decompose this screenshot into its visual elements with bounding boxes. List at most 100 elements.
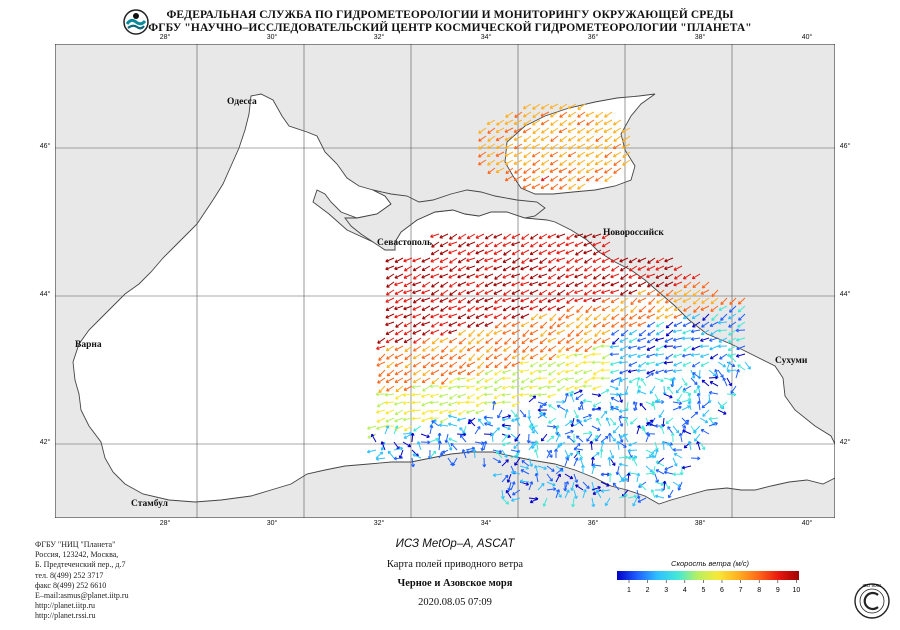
wind-vector [512, 369, 521, 376]
wind-vector [673, 305, 683, 311]
wind-vector [394, 313, 404, 319]
wind-vector [700, 329, 710, 336]
product-label: Карта полей приводного ветра [386, 559, 524, 570]
wind-vector [448, 409, 458, 414]
wind-vector [483, 385, 494, 390]
wind-vector [579, 400, 584, 411]
wind-vector [494, 273, 503, 280]
wind-vector [546, 424, 557, 429]
wind-vector [429, 450, 437, 459]
wind-vector [592, 321, 602, 328]
wind-vector [476, 353, 485, 361]
wind-vector [683, 289, 692, 297]
wind-vector [467, 305, 476, 312]
wind-vector [637, 345, 647, 350]
wind-vector [475, 249, 485, 255]
legend-tick-label: 5 [701, 587, 705, 594]
wind-vector [651, 400, 656, 411]
wind-vector [510, 481, 516, 491]
wind-vector [603, 119, 613, 125]
wind-vector [577, 103, 586, 110]
wind-vector [628, 289, 638, 295]
wind-vector [717, 344, 728, 349]
wind-vector [555, 442, 563, 451]
wind-vector [457, 249, 467, 255]
wind-vector [592, 297, 602, 303]
wind-vector [628, 257, 638, 264]
city-label-sukhumi: Сухуми [775, 356, 808, 366]
wind-vector [547, 361, 557, 367]
email: E–mail:asmus@planet.iitp.ru [35, 591, 129, 601]
wind-vector [583, 353, 593, 359]
wind-vector [466, 233, 476, 240]
wind-vector [493, 313, 503, 319]
wind-vector [468, 419, 476, 427]
wind-vector [610, 297, 620, 304]
wind-vector [466, 273, 476, 279]
wind-vector [522, 329, 530, 338]
wind-vector [558, 175, 568, 182]
wind-vector [555, 399, 566, 404]
wind-vector [610, 289, 620, 295]
wind-vector [609, 417, 617, 426]
wind-vector [690, 411, 699, 419]
wind-vector [592, 305, 602, 311]
wind-vector [609, 352, 620, 357]
wind-vector [430, 273, 440, 279]
wind-vector [586, 119, 595, 126]
wind-vector [574, 289, 584, 295]
wind-vector [710, 305, 719, 312]
wind-vector [421, 321, 431, 327]
wind-vector [564, 452, 574, 459]
wind-vector [466, 265, 476, 271]
wind-vector [575, 337, 584, 345]
wind-vector [393, 456, 404, 461]
wind-vector [422, 313, 431, 320]
wind-vector [540, 111, 550, 117]
wind-vector [682, 273, 692, 280]
wind-vector [592, 233, 602, 239]
wind-vector [569, 393, 575, 403]
wind-vector [717, 369, 724, 378]
wind-vector [475, 265, 485, 272]
wind-vector [394, 345, 404, 351]
wind-vector [646, 337, 656, 344]
wind-vector [567, 111, 577, 118]
wind-vector [412, 289, 422, 295]
wind-vector [468, 329, 476, 337]
wind-vector [619, 353, 629, 360]
wind-vector [600, 435, 609, 443]
wind-map: Одесса Севастополь Новороссийск Варна Су… [55, 44, 835, 518]
wind-vector [457, 393, 467, 399]
wind-vector [711, 313, 719, 321]
wind-vector [385, 417, 395, 423]
wind-vector [501, 400, 512, 405]
wind-vector [578, 401, 584, 411]
wind-vector [385, 305, 395, 311]
wind-vector [582, 413, 592, 419]
wind-vector [672, 337, 683, 342]
wind-vector [566, 337, 575, 344]
wind-vector [529, 337, 539, 343]
wind-vector [430, 257, 440, 263]
wind-vector [547, 289, 557, 296]
wind-vector [403, 313, 413, 319]
wind-vector [528, 481, 534, 491]
wind-vector [607, 432, 612, 443]
wind-vector [403, 337, 413, 344]
wind-vector [403, 385, 413, 391]
wind-vector [532, 135, 541, 143]
wind-vector [411, 457, 415, 468]
wind-vector [573, 353, 584, 357]
wind-vector [519, 409, 527, 418]
wind-vector [639, 483, 647, 491]
wind-vector [554, 448, 558, 459]
wind-vector [600, 389, 610, 395]
wind-vector [692, 372, 701, 379]
wind-vector [394, 377, 404, 383]
wind-vector [586, 143, 595, 150]
wind-vector [457, 289, 467, 296]
wind-vector [394, 273, 404, 279]
wind-vector [628, 321, 638, 327]
wind-vector [612, 337, 620, 345]
